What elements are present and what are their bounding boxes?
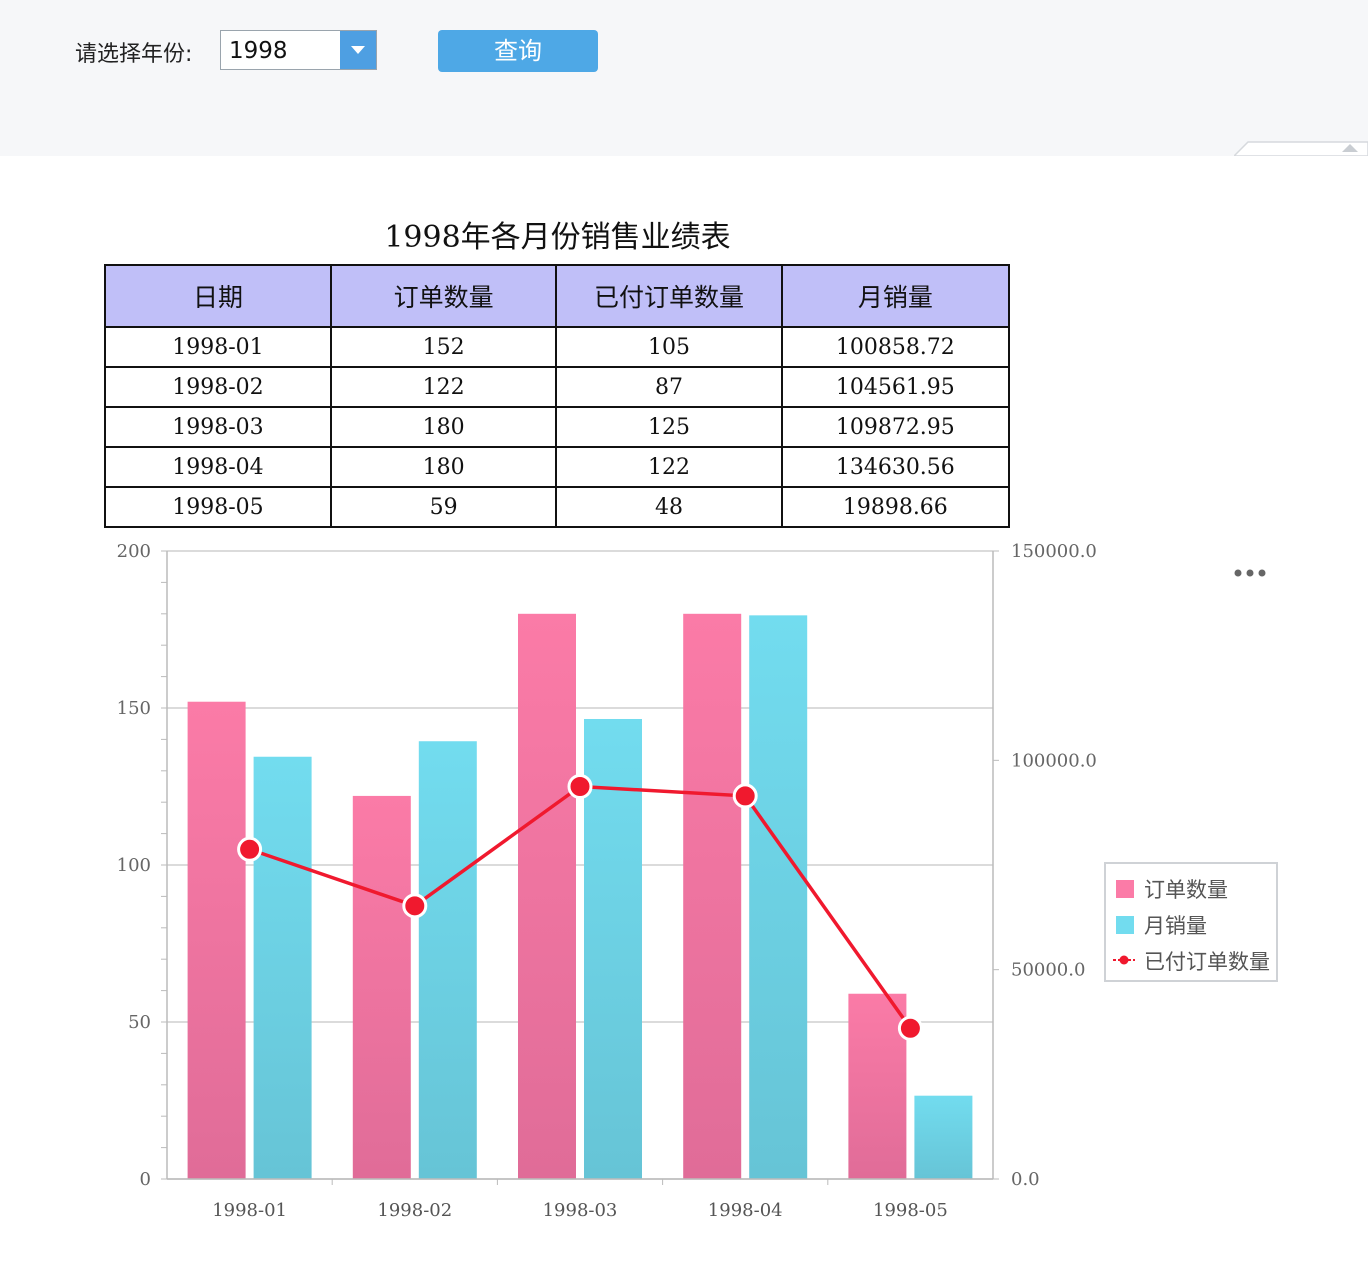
y-right-tick-label: 150000.0	[1011, 541, 1097, 562]
x-tick-label: 1998-02	[377, 1200, 452, 1221]
column-header: 月销量	[780, 264, 1011, 328]
table-cell: 19898.66	[780, 486, 1011, 528]
table-row: 1998-03 180 125 109872.95	[104, 406, 1011, 448]
paid-orders-point	[732, 783, 758, 809]
year-select-value: 1998	[229, 38, 288, 64]
bar-orders	[683, 613, 742, 1179]
table-row: 1998-01 152 105 100858.72	[104, 326, 1011, 368]
table-cell: 1998-01	[104, 326, 332, 368]
bar-sales	[914, 1095, 973, 1179]
collapse-toggle[interactable]	[1234, 140, 1368, 156]
bar-sales	[749, 615, 808, 1179]
bar-orders	[352, 795, 411, 1179]
x-tick-label: 1998-01	[212, 1200, 287, 1221]
y-left-tick-label: 0	[140, 1169, 151, 1190]
table-cell: 100858.72	[780, 326, 1011, 368]
table-cell: 152	[329, 326, 558, 368]
chart-legend: 订单数量 月销量 已付订单数量	[1104, 862, 1278, 982]
bar-sales	[253, 756, 312, 1179]
y-right-tick-label: 50000.0	[1011, 960, 1085, 981]
paid-orders-line	[249, 784, 912, 1030]
legend-label: 订单数量	[1144, 878, 1228, 902]
paid-orders-point	[237, 836, 263, 862]
x-tick-label: 1998-03	[543, 1200, 618, 1221]
query-button[interactable]: 查询	[438, 30, 598, 72]
table-cell: 1998-03	[104, 406, 332, 448]
x-tick-label: 1998-04	[708, 1200, 783, 1221]
table-cell: 180	[329, 406, 558, 448]
bar-orders	[518, 613, 576, 1179]
column-header: 已付订单数量	[555, 264, 783, 328]
filter-bar: 请选择年份: 1998 查询	[0, 0, 1368, 156]
legend-label: 已付订单数量	[1144, 950, 1270, 974]
year-select[interactable]: 1998	[220, 30, 377, 70]
table-row: 1998-02 122 87 104561.95	[104, 366, 1011, 408]
table-cell: 134630.56	[780, 446, 1011, 488]
chevron-down-icon[interactable]	[340, 31, 376, 69]
legend-label: 月销量	[1144, 914, 1207, 938]
table-cell: 104561.95	[780, 366, 1011, 408]
column-header: 订单数量	[329, 264, 558, 328]
paid-orders-point	[897, 1015, 923, 1041]
legend-swatch	[1116, 880, 1134, 898]
year-select-label: 请选择年份:	[75, 42, 193, 67]
caret-up-icon	[1342, 144, 1358, 152]
column-header: 日期	[104, 264, 332, 328]
table-cell: 122	[555, 446, 783, 488]
bar-orders	[187, 701, 246, 1179]
table-cell: 122	[329, 366, 558, 408]
legend-swatch	[1116, 916, 1134, 934]
y-left-tick-label: 200	[117, 541, 151, 562]
table-cell: 1998-02	[104, 366, 332, 408]
y-right-tick-label: 0.0	[1011, 1169, 1040, 1190]
table-cell: 87	[555, 366, 783, 408]
table-cell: 1998-04	[104, 446, 332, 488]
report-title: 1998年各月份销售业绩表	[384, 220, 731, 255]
table-header-row: 日期 订单数量 已付订单数量 月销量	[104, 264, 1011, 328]
table-cell: 125	[555, 406, 783, 448]
y-left-tick-label: 50	[128, 1012, 151, 1033]
table-cell: 180	[329, 446, 558, 488]
y-right-tick-label: 100000.0	[1011, 750, 1097, 771]
y-left-tick-label: 150	[117, 698, 151, 719]
y-left-tick-label: 100	[117, 855, 151, 876]
table-row: 1998-04 180 122 134630.56	[104, 446, 1011, 488]
table-row: 1998-05 59 48 19898.66	[104, 486, 1011, 528]
table-cell: 109872.95	[780, 406, 1011, 448]
bar-orders	[848, 993, 907, 1179]
x-tick-label: 1998-05	[873, 1200, 948, 1221]
paid-orders-point	[567, 774, 593, 799]
bar-sales	[418, 741, 477, 1179]
legend-line-marker-icon	[1113, 955, 1135, 965]
sales-table: 日期 订单数量 已付订单数量 月销量 1998-01 152 105 10085…	[104, 264, 1011, 528]
more-options-icon[interactable]	[1232, 562, 1268, 582]
bar-sales	[584, 718, 642, 1179]
paid-orders-point	[402, 893, 428, 919]
table-cell: 1998-05	[104, 486, 332, 528]
table-cell: 48	[555, 486, 783, 528]
table-cell: 105	[555, 326, 783, 368]
table-cell: 59	[329, 486, 558, 528]
